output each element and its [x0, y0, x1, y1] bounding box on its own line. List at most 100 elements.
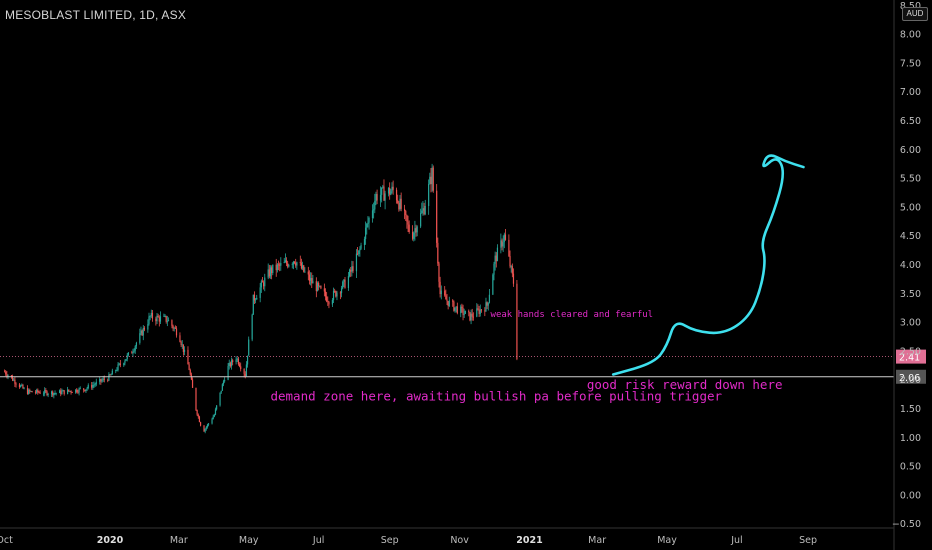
- time-tick-label: Sep: [381, 535, 399, 546]
- candle-body: [260, 281, 262, 288]
- candle-body: [20, 385, 22, 388]
- candle-body: [494, 255, 496, 264]
- candle-body: [292, 261, 295, 265]
- candle-body: [179, 335, 181, 342]
- candle-body: [14, 379, 16, 384]
- candle-body: [476, 308, 478, 317]
- candle-body: [116, 369, 118, 371]
- candle-body: [243, 369, 245, 374]
- candle-body: [111, 370, 113, 375]
- candle-body: [166, 321, 168, 322]
- candle-body: [248, 339, 250, 356]
- candle-body: [267, 269, 269, 278]
- candle-body: [77, 392, 79, 393]
- candle-body: [21, 384, 23, 386]
- candle-body: [437, 242, 439, 264]
- candle-body: [101, 380, 103, 382]
- candle-body: [264, 277, 266, 287]
- candle-body: [308, 274, 311, 281]
- candle-body: [348, 269, 351, 277]
- candle-body: [327, 301, 329, 303]
- candle-body: [299, 262, 301, 264]
- candle-body: [219, 392, 221, 406]
- last-price-label: 2.41: [899, 353, 920, 364]
- candle-body: [117, 364, 119, 370]
- projection-curve: [611, 154, 805, 376]
- candle-body: [384, 193, 386, 201]
- candle-body: [511, 266, 513, 274]
- candle-body: [195, 387, 197, 411]
- candle-body: [84, 389, 86, 392]
- candle-body: [142, 327, 144, 336]
- currency-button[interactable]: AUD: [902, 7, 928, 21]
- candle-body: [253, 294, 256, 301]
- candle-body: [344, 279, 346, 289]
- candle-body: [150, 312, 152, 317]
- candle-body: [456, 306, 458, 314]
- candle-body: [438, 263, 440, 282]
- candle-body: [224, 379, 226, 382]
- candle-body: [181, 344, 183, 346]
- candle-body: [484, 310, 486, 312]
- candle-body: [108, 374, 110, 381]
- candle-body: [416, 226, 418, 233]
- candle-body: [189, 369, 191, 375]
- price-axis[interactable]: 8.50 8.00 7.50 7.00 6.50 6.00 5.50 5.00 4.50 4.00…: [892, 0, 921, 550]
- candle-body: [182, 344, 184, 352]
- candle-body: [271, 267, 273, 274]
- candle-body: [220, 390, 222, 393]
- candle-body: [444, 290, 446, 296]
- candle-body: [455, 306, 457, 308]
- candle-body: [502, 242, 504, 247]
- candle-body: [87, 385, 89, 389]
- time-tick-label: Mar: [588, 535, 606, 546]
- candle-body: [125, 359, 127, 361]
- candle-body: [316, 283, 319, 292]
- candle-body: [493, 263, 495, 275]
- candle-body: [283, 262, 285, 263]
- candle-body: [221, 384, 223, 391]
- candle-body: [62, 390, 64, 392]
- candle-body: [251, 314, 253, 340]
- candle-body: [310, 278, 312, 281]
- candle-body: [516, 283, 518, 360]
- candle-body: [319, 286, 321, 287]
- candle-body: [439, 281, 441, 295]
- candle-body: [357, 253, 359, 255]
- candle-body: [228, 362, 230, 366]
- candle-body: [91, 385, 93, 388]
- candle-body: [471, 313, 473, 317]
- candle-body: [420, 213, 422, 227]
- candle-body: [196, 410, 198, 415]
- candle-body: [246, 355, 249, 365]
- time-tick-label: Sep: [799, 535, 817, 546]
- candle-body: [199, 422, 202, 426]
- candle-body: [238, 364, 241, 367]
- candle-body: [174, 327, 176, 329]
- candle-body: [54, 393, 56, 394]
- candle-body: [5, 371, 7, 375]
- candle-body: [149, 316, 151, 317]
- annotation-layer: weak hands cleared and fearful good risk …: [270, 310, 782, 404]
- candle-body: [350, 269, 352, 272]
- candle-body: [398, 202, 400, 210]
- candle-body: [423, 208, 425, 215]
- candle-body: [448, 300, 450, 306]
- candle-body: [268, 269, 270, 277]
- candle-body: [163, 315, 165, 317]
- candle-body: [102, 378, 104, 381]
- candle-body: [397, 200, 399, 203]
- candle-body: [103, 378, 105, 380]
- candle-body: [371, 210, 374, 218]
- candle-body: [236, 358, 238, 360]
- candle-body: [501, 240, 503, 247]
- candle-body: [158, 317, 160, 322]
- time-axis[interactable]: Oct 2020 Mar May Jul Sep Nov 2021 Mar May Jul Sep: [0, 527, 894, 546]
- candle-body: [70, 391, 72, 393]
- candle-body: [428, 184, 430, 206]
- candle-body: [342, 281, 344, 289]
- candle-body: [159, 316, 162, 322]
- candle-body: [38, 392, 40, 394]
- candle-body: [155, 318, 157, 322]
